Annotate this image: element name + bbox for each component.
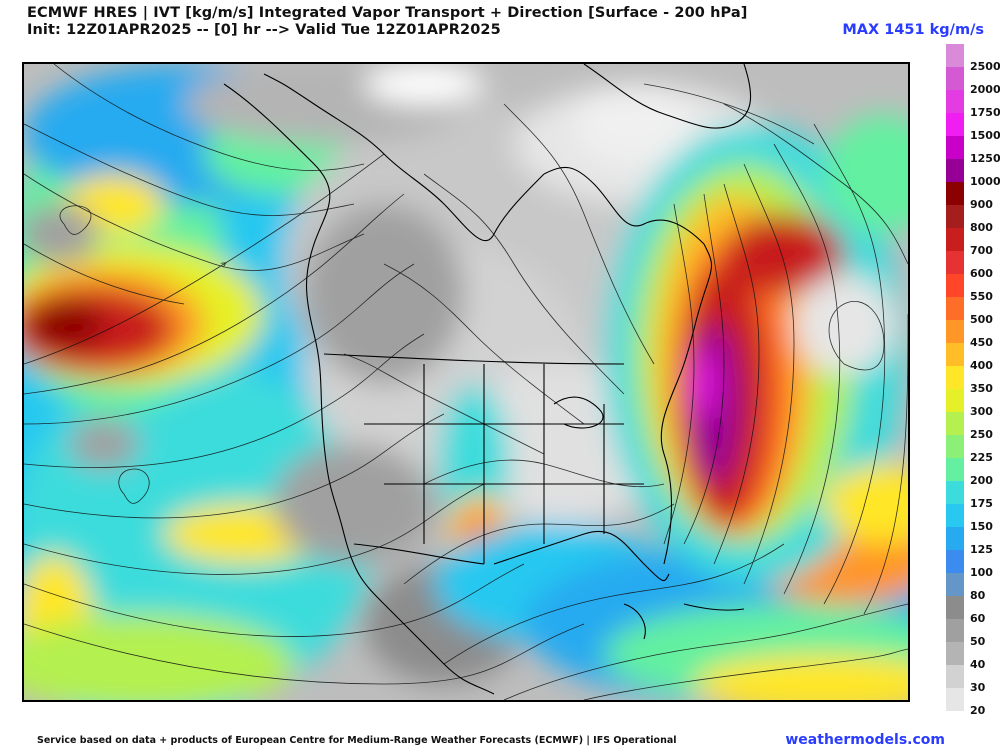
legend-label: 80 <box>970 589 986 602</box>
legend-label: 50 <box>970 635 986 648</box>
map-init-valid-time: Init: 12Z01APR2025 -- [0] hr --> Valid T… <box>27 22 501 38</box>
legend-label: 30 <box>970 681 986 694</box>
legend-label: 500 <box>970 313 993 326</box>
max-value-label: MAX 1451 kg/m/s <box>842 22 984 38</box>
legend-item: 225 <box>946 435 998 464</box>
legend-swatch <box>946 182 964 205</box>
legend-item: 2500 <box>946 44 1000 73</box>
legend-item: 20 <box>946 688 998 717</box>
legend-label: 150 <box>970 520 993 533</box>
legend-swatch <box>946 389 964 412</box>
legend-label: 2000 <box>970 83 1000 96</box>
ivt-streamlines <box>24 64 908 700</box>
site-link[interactable]: weathermodels.com <box>785 732 945 748</box>
legend-swatch <box>946 527 964 550</box>
legend-label: 1250 <box>970 152 1000 165</box>
legend-item: 350 <box>946 366 998 395</box>
legend-item: 700 <box>946 228 998 257</box>
legend-swatch <box>946 113 964 136</box>
ivt-color-field <box>24 64 908 700</box>
legend-label: 600 <box>970 267 993 280</box>
legend-label: 250 <box>970 428 993 441</box>
legend-item: 200 <box>946 458 998 487</box>
coastlines <box>223 64 752 695</box>
legend-item: 175 <box>946 481 998 510</box>
legend-label: 900 <box>970 198 993 211</box>
legend-label: 450 <box>970 336 993 349</box>
legend-item: 50 <box>946 619 998 648</box>
map-title: ECMWF HRES | IVT [kg/m/s] Integrated Vap… <box>27 5 748 21</box>
legend-item: 400 <box>946 343 998 372</box>
legend-swatch <box>946 412 964 435</box>
legend-swatch <box>946 458 964 481</box>
legend-label: 800 <box>970 221 993 234</box>
legend-swatch <box>946 343 964 366</box>
legend-swatch <box>946 573 964 596</box>
legend-item: 1750 <box>946 90 1000 119</box>
legend-swatch <box>946 642 964 665</box>
legend-label: 700 <box>970 244 993 257</box>
legend-swatch <box>946 274 964 297</box>
legend-label: 225 <box>970 451 993 464</box>
data-attribution: Service based on data + products of Euro… <box>37 735 677 746</box>
legend-item: 550 <box>946 274 998 303</box>
legend-item: 80 <box>946 573 998 602</box>
legend-item: 1500 <box>946 113 1000 142</box>
legend-item: 800 <box>946 205 998 234</box>
legend-label: 100 <box>970 566 993 579</box>
legend-item: 1000 <box>946 159 1000 188</box>
legend-item: 100 <box>946 550 998 579</box>
legend-swatch <box>946 251 964 274</box>
legend-item: 30 <box>946 665 998 694</box>
legend-swatch <box>946 366 964 389</box>
legend-label: 200 <box>970 474 993 487</box>
legend-item: 450 <box>946 320 998 349</box>
legend-item: 2000 <box>946 67 1000 96</box>
legend-item: 500 <box>946 297 998 326</box>
legend-swatch <box>946 136 964 159</box>
legend-swatch <box>946 504 964 527</box>
legend-item: 60 <box>946 596 998 625</box>
legend-label: 1500 <box>970 129 1000 142</box>
legend-label: 300 <box>970 405 993 418</box>
legend-item: 40 <box>946 642 998 671</box>
legend-item: 1250 <box>946 136 1000 165</box>
legend-swatch <box>946 320 964 343</box>
legend-label: 400 <box>970 359 993 372</box>
legend-swatch <box>946 688 964 711</box>
ivt-map[interactable] <box>22 62 910 702</box>
legend-label: 2500 <box>970 60 1000 73</box>
legend-item: 900 <box>946 182 998 211</box>
legend-label: 125 <box>970 543 993 556</box>
legend-swatch <box>946 550 964 573</box>
legend-label: 1750 <box>970 106 1000 119</box>
legend-swatch <box>946 619 964 642</box>
ivt-color-legend: 2500 2000 1750 1500 1250 1000 900 800 700 600 550 5… <box>946 44 1000 717</box>
legend-label: 20 <box>970 704 986 717</box>
legend-label: 175 <box>970 497 993 510</box>
legend-label: 350 <box>970 382 993 395</box>
legend-label: 1000 <box>970 175 1000 188</box>
legend-swatch <box>946 297 964 320</box>
legend-swatch <box>946 665 964 688</box>
legend-item: 250 <box>946 412 998 441</box>
legend-swatch <box>946 67 964 90</box>
ivt-map-svg <box>24 64 908 700</box>
legend-label: 40 <box>970 658 986 671</box>
legend-swatch <box>946 435 964 458</box>
legend-label: 60 <box>970 612 986 625</box>
legend-swatch <box>946 44 964 67</box>
legend-item: 150 <box>946 504 998 533</box>
legend-item: 300 <box>946 389 998 418</box>
legend-swatch <box>946 159 964 182</box>
legend-swatch <box>946 90 964 113</box>
legend-item: 125 <box>946 527 998 556</box>
legend-label: 550 <box>970 290 993 303</box>
legend-swatch <box>946 596 964 619</box>
legend-swatch <box>946 205 964 228</box>
legend-swatch <box>946 481 964 504</box>
legend-swatch <box>946 228 964 251</box>
legend-item: 600 <box>946 251 998 280</box>
